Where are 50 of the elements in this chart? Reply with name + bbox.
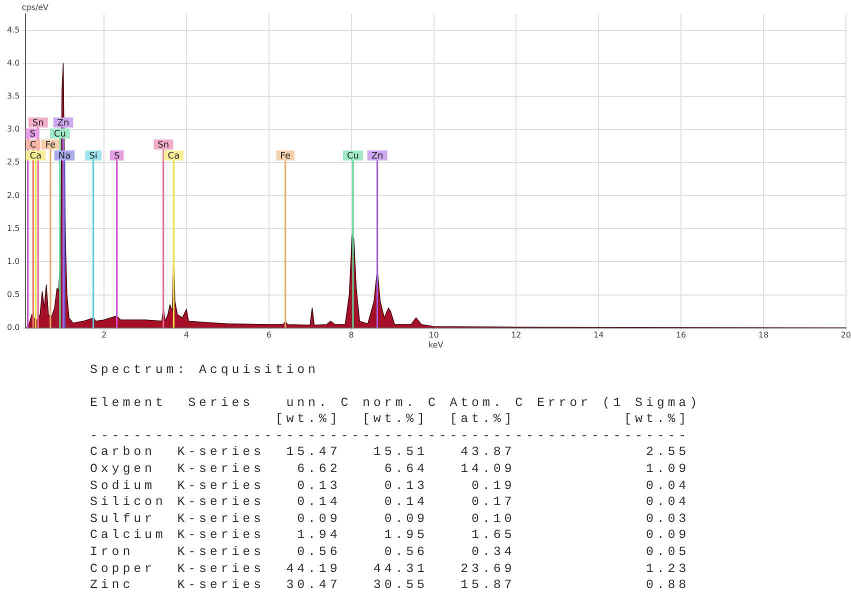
ref-line-label: Zn <box>371 151 384 162</box>
text: Silicon K-series 0.14 0.14 0.17 0.04 <box>90 494 691 511</box>
text: Spectrum: Acquisition <box>90 362 320 379</box>
ref-line-label: Ca <box>30 151 42 162</box>
text: Carbon K-series 15.47 15.51 43.87 2.55 <box>90 444 691 461</box>
y-axis-title: cps/eV <box>22 3 49 12</box>
y-tick-label: 4.0 <box>6 58 20 68</box>
x-tick-label: 10 <box>428 330 439 340</box>
x-tick-label: 8 <box>348 330 354 340</box>
text: Oxygen K-series 6.62 6.64 14.09 1.09 <box>90 460 691 478</box>
y-tick-label: 0.0 <box>6 322 20 332</box>
text: Sulfur K-series 0.09 0.09 0.10 0.03 <box>90 510 691 528</box>
x-tick-label: 16 <box>676 330 686 340</box>
ref-line-label: Fe <box>45 140 56 150</box>
y-tick-label: 3.0 <box>6 124 20 134</box>
text: Sodium K-series 0.13 0.13 0.19 0.04 <box>90 478 691 494</box>
x-tick-label: 14 <box>594 330 604 340</box>
ref-line-label: Sn <box>32 118 44 128</box>
ref-line-label: Sn <box>158 140 170 150</box>
x-tick-label: 4 <box>184 330 190 340</box>
ref-line-label: Zn <box>57 118 70 128</box>
x-tick-label: 18 <box>758 330 769 340</box>
y-tick-label: 3.5 <box>6 92 20 101</box>
x-axis-title: keV <box>428 340 444 350</box>
x-tick-label: 6 <box>266 330 272 340</box>
ref-line-label: Na <box>58 151 71 162</box>
text: [wt.%] [wt.%] [at.%] [wt.%] <box>274 411 691 428</box>
ref-line-label: Fe <box>280 151 291 162</box>
y-tick-label: 1.0 <box>6 256 20 266</box>
ref-line-label: S <box>30 129 36 140</box>
text: Iron K-series 0.56 0.56 0.34 0.05 <box>90 544 691 561</box>
ref-line-label: Ca <box>168 151 180 162</box>
y-tick-label: 4.5 <box>6 26 20 35</box>
x-tick-label: 12 <box>511 330 522 340</box>
text: Calcium K-series 1.94 1.95 1.65 0.09 <box>90 527 691 544</box>
x-tick-label: 2 <box>101 330 107 340</box>
text: Copper K-series 44.19 44.31 23.69 1.23 <box>90 560 691 578</box>
x-tick-label: 20 <box>840 330 851 340</box>
y-tick-label: 2.5 <box>6 158 20 167</box>
text: Element Series unn. C norm. C Atom. C Error (1 Sigma) <box>90 394 700 412</box>
ref-line-label: Cu <box>54 129 66 140</box>
ref-line-label: S <box>114 151 120 162</box>
ref-line-label: C <box>30 140 36 150</box>
text: ------------------------------------------------------- <box>90 428 691 444</box>
ref-line-label: Cu <box>346 151 359 162</box>
ref-line-label: Si <box>89 151 98 162</box>
y-tick-label: 1.5 <box>6 224 20 233</box>
text: Zinc K-series 30.47 30.55 15.87 0.88 <box>90 577 691 594</box>
y-tick-label: 2.0 <box>6 190 20 200</box>
y-tick-label: 0.5 <box>6 290 20 299</box>
